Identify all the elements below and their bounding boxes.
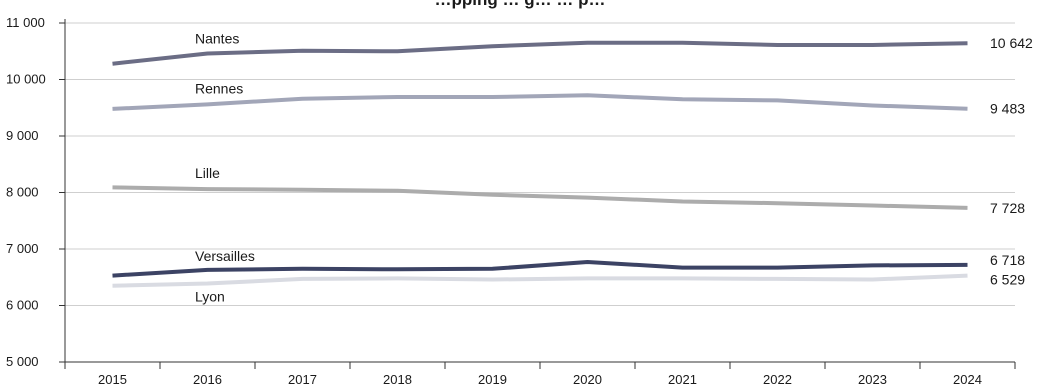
y-tick-label: 8 000 <box>6 185 39 200</box>
series-end-value-label: 7 728 <box>990 200 1025 216</box>
x-tick-label: 2022 <box>763 372 792 386</box>
y-axis-tick-labels: 11 000 10 000 9 000 8 000 7 000 6 000 5 000 <box>6 15 65 369</box>
series-line-lyon <box>113 276 968 286</box>
y-tick-label: 10 000 <box>6 72 46 87</box>
series-line-nantes <box>113 43 968 64</box>
x-tick-label: 2017 <box>288 372 317 386</box>
series-name-label: Lille <box>195 165 220 181</box>
x-tick-label: 2016 <box>193 372 222 386</box>
x-axis: 2015 2016 2017 2018 2019 2020 2021 2022 2023 2024 <box>65 362 1015 386</box>
series-name-label: Versailles <box>195 248 255 264</box>
x-tick-label: 2024 <box>953 372 982 386</box>
series-end-value-label: 6 718 <box>990 252 1025 268</box>
y-tick-label: 11 000 <box>6 15 45 30</box>
x-tick-label: 2019 <box>478 372 507 386</box>
y-tick-label: 9 000 <box>6 128 39 143</box>
y-tick-label: 6 000 <box>6 298 39 313</box>
series-name-label: Nantes <box>195 31 239 47</box>
series-line-versailles <box>113 262 968 276</box>
y-tick-label: 5 000 <box>6 354 39 369</box>
y-tick-label: 7 000 <box>6 241 39 256</box>
series-end-value-label: 6 529 <box>990 272 1025 288</box>
series-name-label: Rennes <box>195 80 243 96</box>
series-line-lille <box>113 187 968 208</box>
x-tick-label: 2021 <box>668 372 697 386</box>
series-end-value-label: 9 483 <box>990 101 1025 117</box>
x-tick-label: 2015 <box>98 372 127 386</box>
x-tick-label: 2018 <box>383 372 412 386</box>
chart-title: …pping … g… … p… <box>435 0 606 9</box>
series-name-label: Lyon <box>195 288 225 304</box>
x-tick-label: 2023 <box>858 372 887 386</box>
series-end-value-label: 10 642 <box>990 35 1033 51</box>
x-tick-label: 2020 <box>573 372 602 386</box>
series-line-rennes <box>113 95 968 109</box>
